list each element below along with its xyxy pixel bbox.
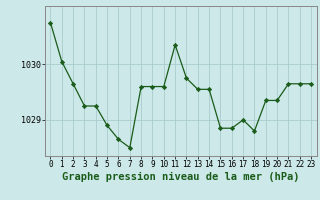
X-axis label: Graphe pression niveau de la mer (hPa): Graphe pression niveau de la mer (hPa) (62, 172, 300, 182)
